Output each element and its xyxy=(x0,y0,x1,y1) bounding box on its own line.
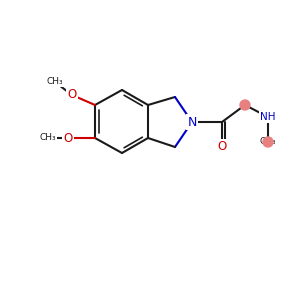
Text: O: O xyxy=(54,79,56,80)
Text: O: O xyxy=(63,131,73,145)
Text: N: N xyxy=(187,116,197,128)
Text: O: O xyxy=(218,140,226,154)
Text: CH₃: CH₃ xyxy=(47,77,63,86)
Text: CH₃: CH₃ xyxy=(40,134,56,142)
Text: CH₃: CH₃ xyxy=(260,137,276,146)
Circle shape xyxy=(263,137,273,147)
Text: NH: NH xyxy=(260,112,276,122)
Circle shape xyxy=(240,100,250,110)
Text: O: O xyxy=(68,88,76,101)
